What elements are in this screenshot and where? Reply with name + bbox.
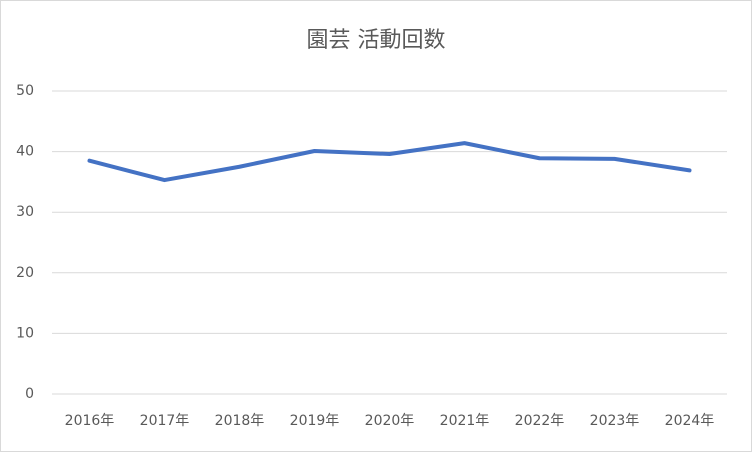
x-tick-label: 2019年 xyxy=(290,413,340,429)
x-tick-label: 2018年 xyxy=(215,413,265,429)
y-tick-label: 0 xyxy=(25,386,34,402)
y-tick-label: 20 xyxy=(16,265,34,281)
data-line xyxy=(87,141,692,183)
y-tick-label: 50 xyxy=(16,83,34,99)
x-tick-label: 2022年 xyxy=(515,413,565,429)
x-tick-label: 2020年 xyxy=(365,413,415,429)
y-tick-label: 10 xyxy=(16,325,34,341)
x-tick-label: 2021年 xyxy=(440,413,490,429)
x-tick-label: 2017年 xyxy=(140,413,190,429)
x-tick-label: 2023年 xyxy=(590,413,640,429)
chart-title: 園芸 活動回数 xyxy=(307,28,446,53)
y-tick-label: 30 xyxy=(16,204,34,220)
x-tick-label: 2016年 xyxy=(65,413,115,429)
x-tick-label: 2024年 xyxy=(665,413,715,429)
y-tick-label: 40 xyxy=(16,144,34,160)
